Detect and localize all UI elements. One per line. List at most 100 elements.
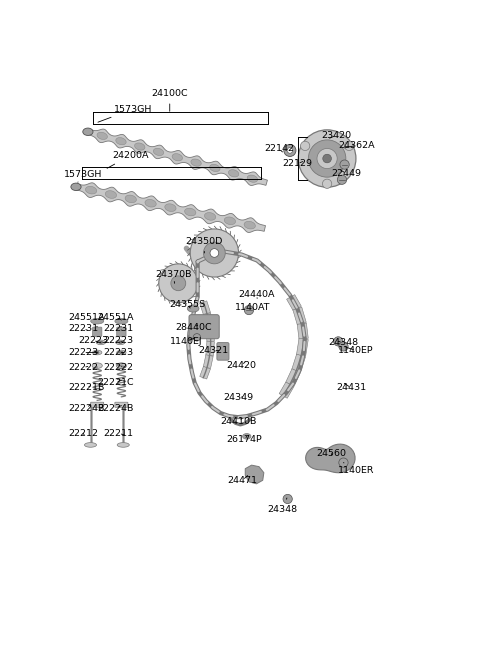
Circle shape xyxy=(308,140,346,177)
Circle shape xyxy=(300,141,310,150)
Ellipse shape xyxy=(224,217,236,224)
FancyBboxPatch shape xyxy=(115,402,128,407)
Polygon shape xyxy=(279,382,294,398)
Ellipse shape xyxy=(71,183,81,190)
Polygon shape xyxy=(287,295,301,311)
Ellipse shape xyxy=(134,143,145,150)
Circle shape xyxy=(334,337,343,346)
Ellipse shape xyxy=(84,443,96,447)
Ellipse shape xyxy=(165,204,176,211)
Text: 22142: 22142 xyxy=(264,144,294,153)
Polygon shape xyxy=(75,183,265,232)
Ellipse shape xyxy=(117,350,126,355)
Ellipse shape xyxy=(119,341,122,344)
Text: 24355S: 24355S xyxy=(169,300,205,309)
Ellipse shape xyxy=(116,340,125,344)
FancyBboxPatch shape xyxy=(91,402,104,407)
Text: 22231: 22231 xyxy=(68,324,98,333)
Text: 22449: 22449 xyxy=(332,169,361,178)
Circle shape xyxy=(171,276,186,291)
Ellipse shape xyxy=(125,195,136,203)
Text: 22129: 22129 xyxy=(282,159,312,168)
Text: 22212: 22212 xyxy=(68,429,98,438)
Text: 1573GH: 1573GH xyxy=(98,104,152,122)
Ellipse shape xyxy=(105,191,117,198)
Text: 26174P: 26174P xyxy=(227,436,263,444)
Text: 22224B: 22224B xyxy=(97,403,133,413)
Text: 22223: 22223 xyxy=(104,348,133,357)
Polygon shape xyxy=(206,327,215,342)
Circle shape xyxy=(204,242,225,264)
Text: 24350D: 24350D xyxy=(186,237,223,253)
Polygon shape xyxy=(245,465,264,484)
Polygon shape xyxy=(286,369,300,386)
Ellipse shape xyxy=(187,305,199,312)
Circle shape xyxy=(323,154,331,163)
Ellipse shape xyxy=(97,133,108,140)
Text: 28440C: 28440C xyxy=(175,323,212,332)
Ellipse shape xyxy=(115,318,128,324)
Ellipse shape xyxy=(153,148,164,155)
Ellipse shape xyxy=(210,165,220,172)
Ellipse shape xyxy=(172,154,182,161)
Text: 24551A: 24551A xyxy=(97,313,133,321)
Polygon shape xyxy=(297,338,308,356)
Circle shape xyxy=(345,141,354,150)
Polygon shape xyxy=(206,341,215,356)
Ellipse shape xyxy=(120,352,123,354)
Ellipse shape xyxy=(244,221,255,229)
Text: 24348: 24348 xyxy=(267,498,298,514)
Ellipse shape xyxy=(83,128,93,135)
Text: 24362A: 24362A xyxy=(338,141,375,150)
Text: 24551A: 24551A xyxy=(68,313,105,321)
Text: 1573GH: 1573GH xyxy=(64,170,102,182)
Text: 1140EP: 1140EP xyxy=(338,346,374,355)
Text: 24100C: 24100C xyxy=(151,89,188,112)
Text: 23420: 23420 xyxy=(321,131,351,140)
Text: 22224B: 22224B xyxy=(68,403,105,413)
FancyBboxPatch shape xyxy=(189,315,219,338)
Text: 24410B: 24410B xyxy=(221,417,257,426)
Text: 1140AT: 1140AT xyxy=(235,302,270,312)
Ellipse shape xyxy=(145,199,156,207)
Text: 22231: 22231 xyxy=(104,324,133,333)
Circle shape xyxy=(323,179,332,188)
Polygon shape xyxy=(293,307,306,325)
Circle shape xyxy=(159,264,198,302)
Text: 22222: 22222 xyxy=(104,363,133,372)
FancyBboxPatch shape xyxy=(93,327,102,337)
Circle shape xyxy=(284,144,296,157)
Polygon shape xyxy=(204,355,213,369)
Ellipse shape xyxy=(228,170,239,177)
Text: 22221B: 22221B xyxy=(68,383,105,392)
Circle shape xyxy=(339,458,348,467)
Polygon shape xyxy=(200,301,211,315)
Ellipse shape xyxy=(116,138,126,145)
Ellipse shape xyxy=(116,363,127,369)
Text: 24200A: 24200A xyxy=(107,151,149,169)
Text: 22222: 22222 xyxy=(68,363,98,372)
Text: 24370B: 24370B xyxy=(155,270,192,283)
Circle shape xyxy=(287,148,293,154)
FancyBboxPatch shape xyxy=(117,327,126,337)
Text: 22223: 22223 xyxy=(78,336,108,345)
Ellipse shape xyxy=(96,340,106,344)
Ellipse shape xyxy=(204,213,216,220)
Text: 24560: 24560 xyxy=(317,449,347,458)
Text: 24348: 24348 xyxy=(328,338,358,347)
Circle shape xyxy=(190,229,239,277)
Circle shape xyxy=(244,306,253,315)
Text: 24440A: 24440A xyxy=(239,291,275,299)
Text: 24471: 24471 xyxy=(228,476,257,485)
Text: 24321: 24321 xyxy=(198,346,228,355)
Circle shape xyxy=(298,130,356,187)
Polygon shape xyxy=(297,323,308,339)
Circle shape xyxy=(337,175,347,184)
Ellipse shape xyxy=(99,341,103,344)
Ellipse shape xyxy=(185,208,196,216)
Text: 22223: 22223 xyxy=(104,336,133,345)
Ellipse shape xyxy=(117,443,129,447)
Ellipse shape xyxy=(93,350,102,355)
Ellipse shape xyxy=(242,434,251,439)
Circle shape xyxy=(340,160,349,169)
